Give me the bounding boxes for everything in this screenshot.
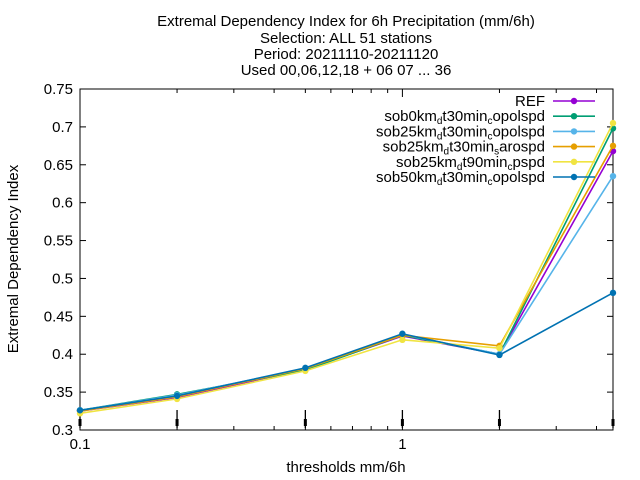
series-2: [76, 172, 617, 414]
series-point: [302, 364, 309, 372]
series-point: [399, 336, 406, 344]
series-point: [496, 344, 503, 352]
x-tick-label: 1: [398, 436, 406, 453]
title-line-2: Selection: ALL 51 stations: [260, 30, 432, 47]
legend-swatch-point: [570, 173, 578, 181]
title-line-3: Period: 20211110-20211120: [254, 46, 439, 63]
threshold-marker-dot: [303, 419, 307, 426]
legend-swatch-point: [570, 113, 578, 120]
x-tick-label: 0.1: [70, 436, 91, 453]
y-axis-label: Extremal Dependency Index: [5, 164, 22, 353]
threshold-marker-dot: [497, 419, 501, 426]
legend-label-1: sob0kmdt30mincopolspd: [384, 108, 545, 127]
y-tick-label: 0.75: [44, 81, 73, 98]
y-tick-label: 0.45: [44, 308, 73, 325]
legend-label-5: sob50kmdt30mincopolspd: [376, 169, 545, 188]
x-axis-label: thresholds mm/6h: [286, 459, 405, 476]
legend-swatch-point: [570, 97, 578, 105]
series-point: [609, 142, 617, 150]
plot-frame: [79, 88, 614, 431]
series-point: [609, 289, 617, 297]
legend-label-0: REF: [515, 93, 545, 110]
threshold-marker-dot: [400, 419, 404, 426]
series-point: [399, 330, 406, 337]
title-line-4: Used 00,06,12,18 + 06 07 ... 36: [241, 62, 452, 79]
y-tick-label: 0.6: [52, 195, 73, 212]
legend-swatch-point: [570, 128, 578, 135]
series-line: [79, 292, 614, 412]
series-line: [79, 122, 614, 415]
series-point: [609, 172, 617, 180]
y-tick-label: 0.35: [44, 384, 73, 401]
series-5: [76, 289, 617, 414]
series-point: [173, 392, 181, 400]
y-tick-label: 0.55: [44, 233, 73, 250]
series-0: [76, 147, 617, 415]
y-tick-label: 0.4: [52, 346, 73, 363]
y-tick-label: 0.7: [52, 119, 73, 136]
legend-label-3: sob25kmdt30minsarospd: [383, 139, 545, 158]
legend-swatch-point: [570, 158, 578, 165]
legend-swatch-point: [570, 143, 578, 150]
threshold-marker-dot: [78, 419, 82, 426]
legend-label-4: sob25kmdt90mincpspd: [396, 154, 545, 173]
chart-title: Extremal Dependency Index for 6h Precipi…: [157, 13, 535, 79]
legend: REFsob0kmdt30mincopolspdsob25kmdt30minco…: [376, 93, 595, 188]
y-tick-label: 0.5: [52, 270, 73, 287]
series-point: [76, 407, 84, 414]
threshold-marker-dot: [175, 419, 179, 426]
threshold-marker-dot: [611, 419, 615, 426]
plot-area: 0.3 0.35 0.4 0.45 0.5 0.55 0.6 0.65 0.7 0.75 0.1 1: [44, 81, 617, 453]
series-point: [496, 351, 503, 359]
legend-label-2: sob25kmdt30mincopolspd: [376, 123, 545, 142]
title-line-1: Extremal Dependency Index for 6h Precipi…: [157, 13, 535, 30]
y-tick-label: 0.3: [52, 422, 73, 439]
series-point: [609, 119, 617, 127]
y-tick-label: 0.65: [44, 157, 73, 174]
